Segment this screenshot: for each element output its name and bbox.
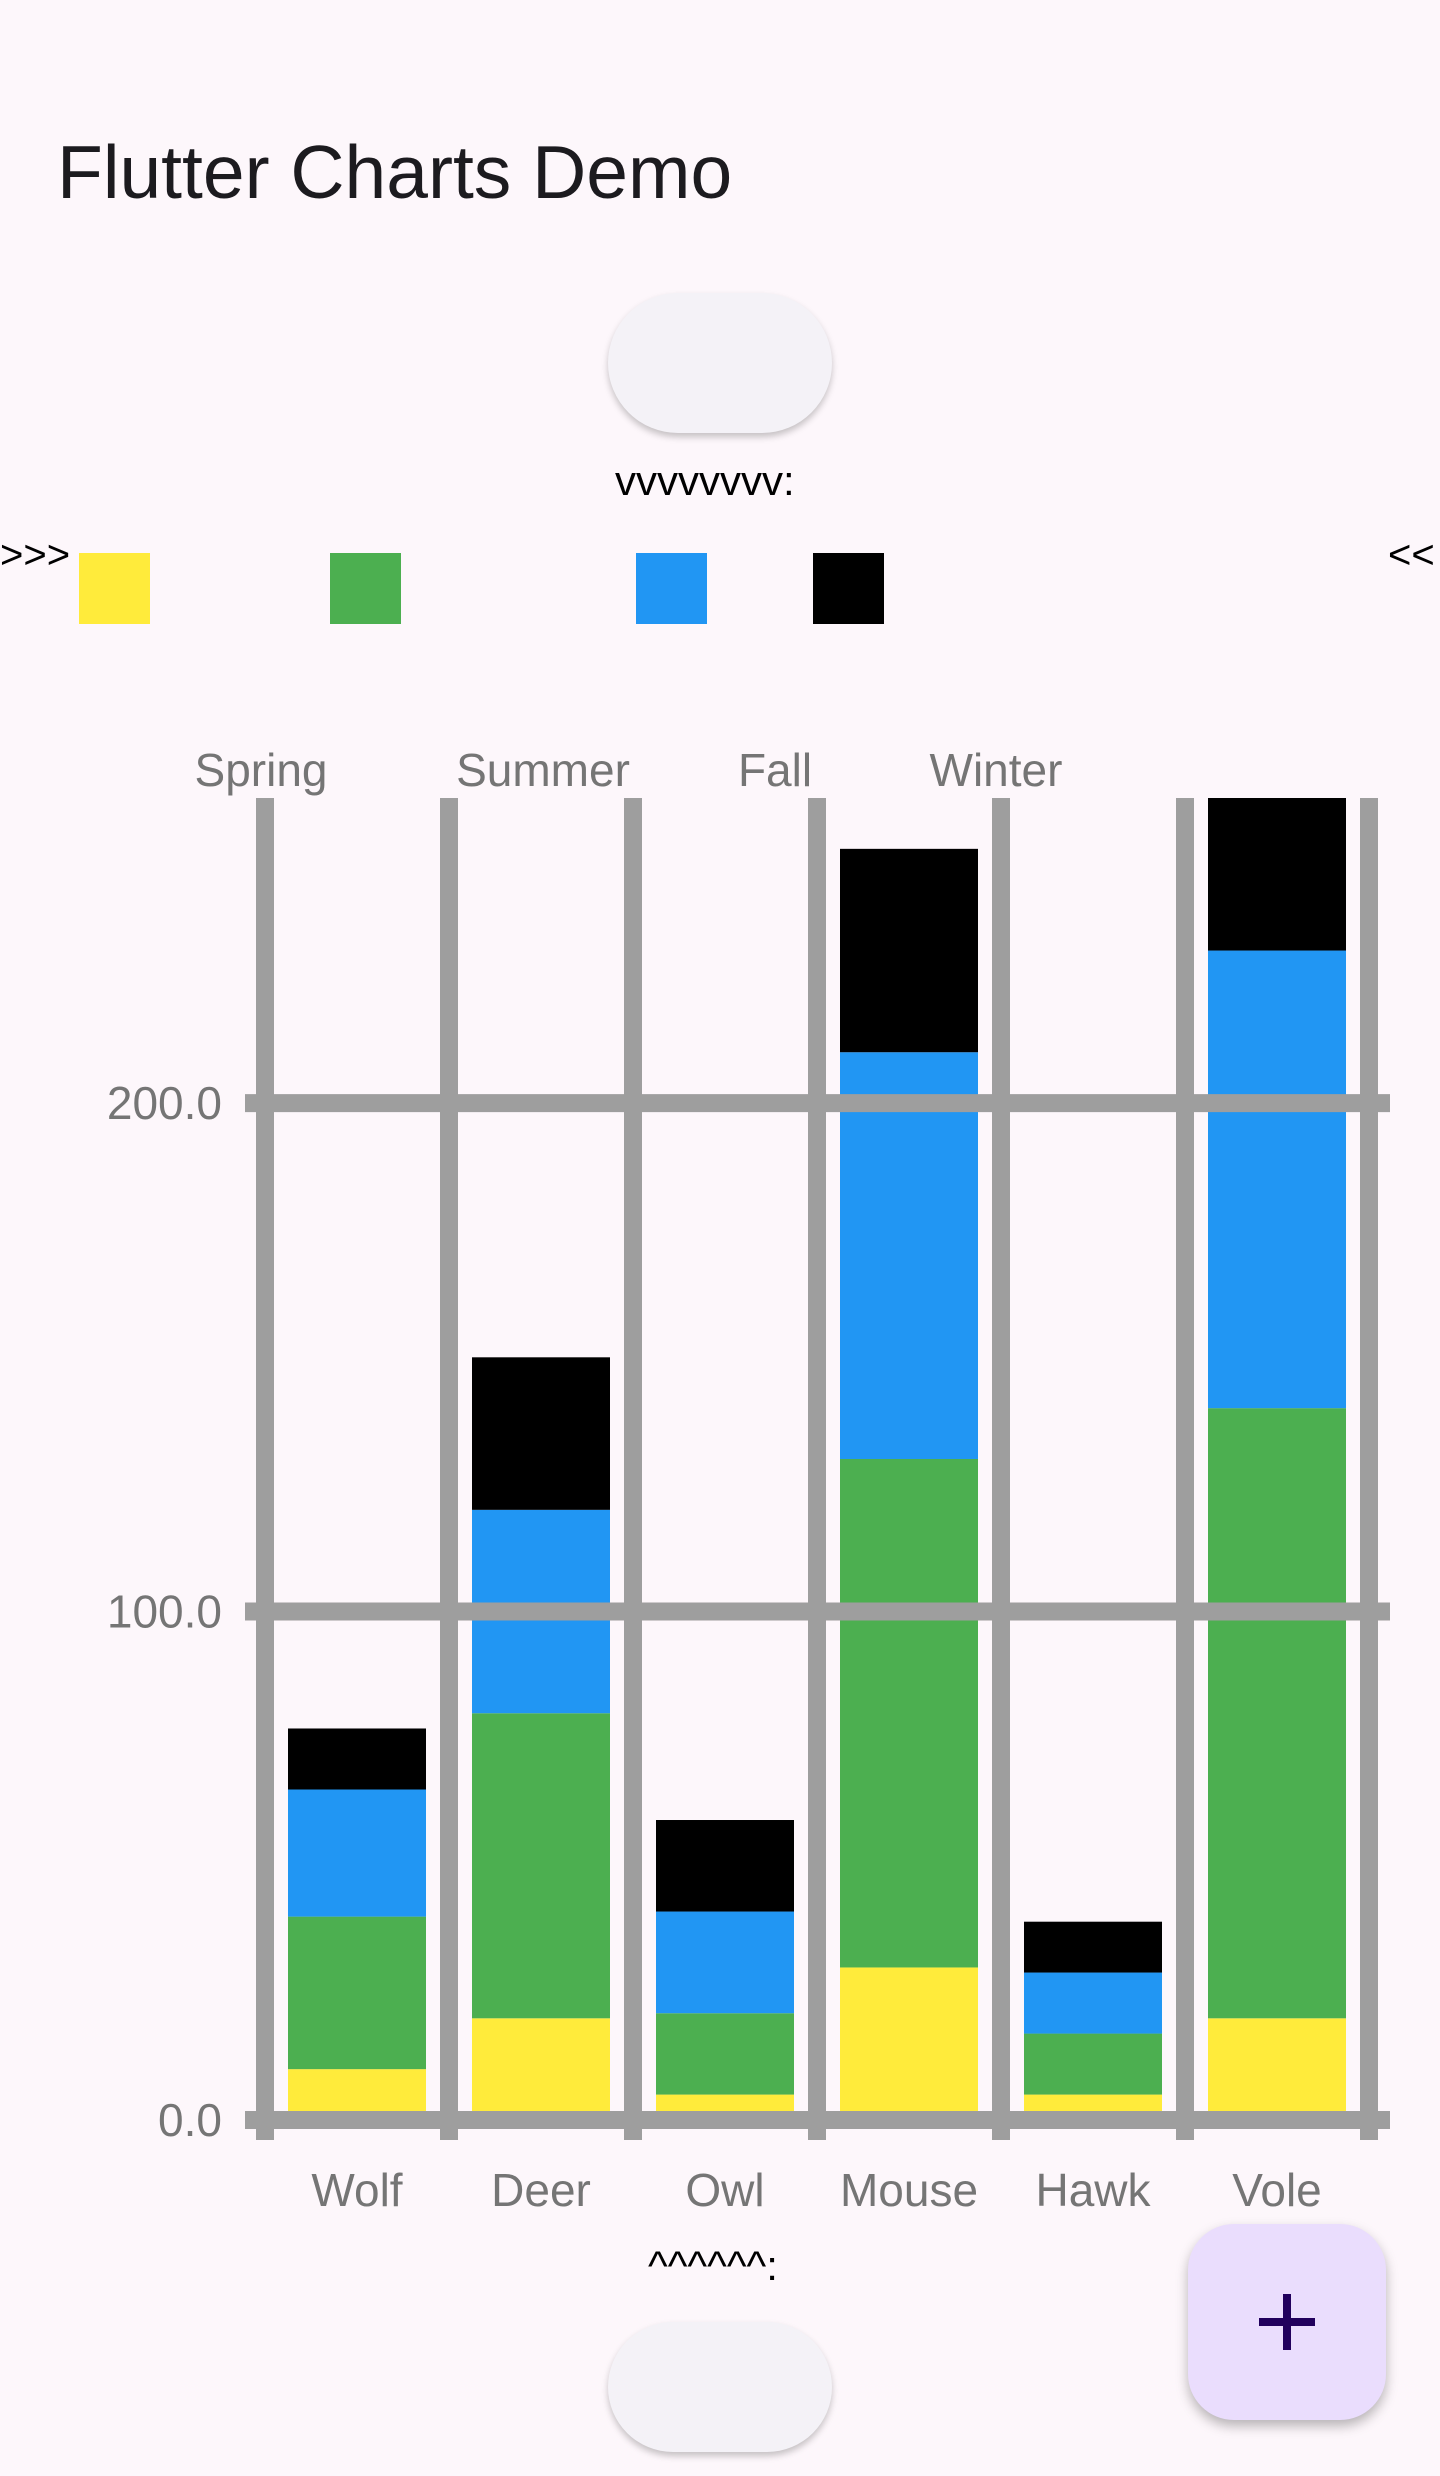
top-toggle-button[interactable] [608,293,832,433]
bar-mouse-winter [840,848,978,1053]
y-tick-label: 0.0 [158,2094,222,2146]
legend-swatches [79,553,884,624]
legend-swatch-fall [636,553,707,624]
legend-left-marker: >>> [0,533,71,577]
bar-mouse-spring [840,1967,978,2120]
legend-swatch-spring [79,553,150,624]
legend-swatch-summer [330,553,401,624]
x-tick-label-mouse: Mouse [840,2164,978,2216]
bar-hawk-summer [1024,2033,1162,2095]
x-tick-label-owl: Owl [685,2164,764,2216]
bar-wolf-fall [288,1789,426,1917]
bottom-toggle-button[interactable] [608,2322,832,2452]
y-axis-labels: 0.0 100.0 200.0 [107,1077,222,2146]
bar-owl-winter [656,1820,794,1912]
x-tick-label-wolf: Wolf [311,2164,402,2216]
x-axis-labels: Wolf Deer Owl Mouse Hawk Vole [311,2164,1321,2216]
legend-label-summer: Summer [456,744,630,796]
bar-hawk-winter [1024,1921,1162,1973]
add-fab-button[interactable] [1188,2224,1386,2420]
bar-mouse-fall [840,1052,978,1459]
legend-swatch-winter [813,553,884,624]
bar-vole-spring [1208,2018,1346,2120]
legend-label-winter: Winter [930,744,1063,796]
bar-owl-fall [656,1911,794,2014]
bar-deer-spring [472,2018,610,2120]
bar-vole-winter [1208,798,1346,951]
x-tick-label-deer: Deer [491,2164,591,2216]
y-tick-label: 100.0 [107,1586,222,1638]
legend-labels: Spring Summer Fall Winter [195,744,1063,796]
bar-owl-summer [656,2013,794,2095]
bar-wolf-winter [288,1728,426,1790]
top-marker-text: vvvvvvvv: [615,457,795,504]
bar-vole-fall [1208,950,1346,1409]
x-tick-label-vole: Vole [1232,2164,1322,2216]
x-tick-label-hawk: Hawk [1035,2164,1151,2216]
bar-wolf-summer [288,1916,426,2070]
grid-lines [245,798,1390,2140]
bar-deer-summer [472,1713,610,2019]
legend-label-fall: Fall [738,744,812,796]
bars [288,798,1346,2120]
bar-mouse-summer [840,1459,978,1968]
legend-right-marker: << [1388,533,1435,577]
plus-icon [1259,2294,1315,2350]
legend-label-spring: Spring [195,744,328,796]
app-title: Flutter Charts Demo [57,130,733,214]
bar-vole-summer [1208,1408,1346,2019]
bottom-marker-text: ^^^^^^: [648,2242,778,2289]
bar-deer-winter [472,1357,610,1510]
bar-hawk-fall [1024,1972,1162,2034]
y-tick-label: 200.0 [107,1077,222,1129]
